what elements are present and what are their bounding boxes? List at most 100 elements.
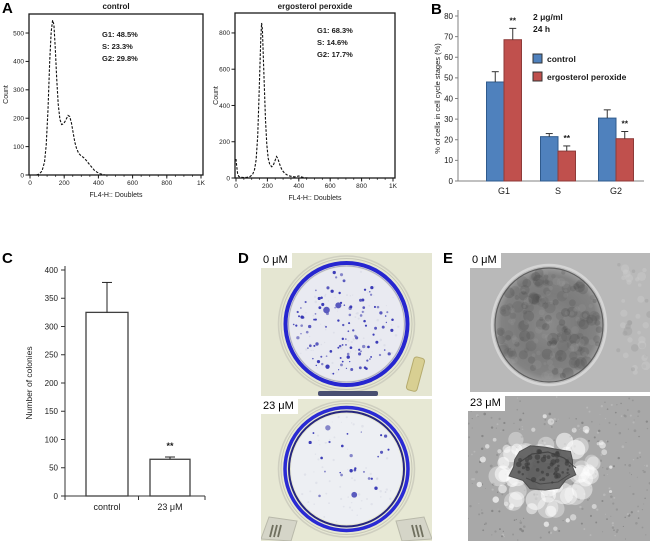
stain-ring <box>288 410 405 528</box>
y-axis: 0 100 200 300 400 500 <box>13 30 29 179</box>
spheroid-photo-23um-graphic <box>468 396 650 541</box>
x-tick-label: 800 <box>356 183 367 190</box>
x-tick-label: 600 <box>325 183 336 190</box>
spheroid-texture <box>496 268 603 380</box>
chart-title: ergosterol peroxide <box>278 2 353 11</box>
gate-percentage: S: 23.3% <box>102 42 133 51</box>
y-tick-label: 60 <box>444 53 453 62</box>
stain-ring <box>283 405 410 533</box>
core-wisp <box>519 451 577 469</box>
y-axis-label: Count <box>3 85 10 104</box>
stain-ring <box>283 261 410 387</box>
bar-0 <box>85 311 129 497</box>
concentration-label-d0: 0 μM <box>261 253 292 268</box>
significance-mark: ** <box>509 15 516 25</box>
dish-rim <box>277 400 416 538</box>
x-tick-label: 0 <box>28 180 32 187</box>
gate-percentage: G1: 68.3% <box>317 26 353 35</box>
y-tick-label: 150 <box>45 407 59 416</box>
category-label: 23 μM <box>157 502 182 512</box>
y-tick-label: 30 <box>444 115 453 124</box>
y-axis: 0 200 400 600 800 <box>219 30 235 182</box>
y-tick-label: 200 <box>13 116 24 123</box>
y-tick-label: 800 <box>219 30 230 37</box>
plot-frame <box>234 12 396 179</box>
y-tick-label: 50 <box>49 464 58 473</box>
background-mottle <box>616 263 650 375</box>
stain-ring <box>288 265 405 383</box>
x-axis-label: FL4-H:: Doublets <box>289 195 342 202</box>
legend-label: ergosterol peroxide <box>547 72 627 82</box>
bar-ergosterol-peroxide <box>615 138 634 182</box>
panel-label-d: D <box>238 250 249 267</box>
plate-photo-0um-graphic <box>261 253 432 396</box>
y-tick-label: 0 <box>449 177 454 186</box>
y-axis-label: % of cells in cell cycle stages (%) <box>433 43 442 154</box>
x-tick-label: 200 <box>262 183 273 190</box>
colony-plate-photo-23um: 23 μM <box>261 399 432 541</box>
y-axis-label: Number of colonies <box>24 346 34 419</box>
plate-holder-tabs <box>261 516 432 541</box>
x-tick-label: 400 <box>93 180 104 187</box>
y-tick-label: 20 <box>444 136 453 145</box>
background-speckle <box>468 396 650 541</box>
flow-histogram-control: 0 200 400 600 800 1K 0 100 200 300 400 500 control G1… <box>3 2 206 199</box>
bar-control <box>598 117 617 182</box>
concentration-label-e23: 23 μM <box>468 396 505 411</box>
spheroid-halo <box>490 263 608 387</box>
category-label: G1 <box>498 186 510 196</box>
spheroid-body <box>494 267 604 383</box>
flow-histogram-ergosterol-peroxide: 0 200 400 600 800 1K 0 200 400 600 800 ergosterol p… <box>213 2 398 202</box>
y-tick-label: 70 <box>444 32 453 41</box>
y-tick-label: 0 <box>20 172 24 179</box>
legend: control ergosterol peroxide <box>532 53 627 82</box>
dish-interior <box>289 267 404 381</box>
y-tick-label: 10 <box>444 156 453 165</box>
gate-percentage: G2: 29.8% <box>102 54 138 63</box>
bar-control <box>540 136 559 182</box>
y-tick-label: 100 <box>13 144 24 151</box>
concentration-label-d23: 23 μM <box>261 399 298 414</box>
x-axis: 0 200 400 600 800 1K <box>28 175 206 187</box>
gate-percentage: G2: 17.7% <box>317 50 353 59</box>
x-tick-label: 1K <box>389 183 398 190</box>
y-tick-label: 250 <box>45 351 59 360</box>
x-axis: 0 200 400 600 800 1K <box>234 178 398 190</box>
bar-control <box>486 81 505 182</box>
bar-ergosterol-peroxide <box>503 39 522 182</box>
y-tick-label: 40 <box>444 94 453 103</box>
x-tick-label: 0 <box>234 183 238 190</box>
plate-bottom-shadow <box>318 391 378 396</box>
y-tick-label: 100 <box>45 435 59 444</box>
panel-label-e: E <box>443 250 454 267</box>
y-axis: 0 50 100 150 200 250 300 350 400 <box>45 266 65 501</box>
colony-count-bar-chart: 0 50 100 150 200 250 300 350 400 control ** 23 μM Nu… <box>24 266 206 512</box>
y-tick-label: 50 <box>444 74 453 83</box>
category-label: G2 <box>610 186 622 196</box>
x-tick-label: 600 <box>127 180 138 187</box>
y-tick-label: 300 <box>45 322 59 331</box>
y-tick-label: 400 <box>45 266 59 275</box>
y-tick-label: 400 <box>13 59 24 66</box>
significance-mark: ** <box>621 119 628 129</box>
significance-mark: ** <box>563 133 570 143</box>
plate-photo-23um-graphic <box>261 399 432 541</box>
x-tick-label: 400 <box>293 183 304 190</box>
bar-ergosterol-peroxide <box>557 150 576 182</box>
x-tick-label: 800 <box>161 180 172 187</box>
y-tick-label: 80 <box>444 12 453 21</box>
category-label: S <box>555 186 561 196</box>
gate-percentage: S: 14.6% <box>317 38 348 47</box>
y-tick-label: 200 <box>219 139 230 146</box>
category-label: control <box>93 502 120 512</box>
legend-swatch <box>532 53 543 64</box>
y-tick-label: 0 <box>54 492 59 501</box>
treatment-note: 24 h <box>533 24 550 34</box>
histogram-curve <box>36 20 106 176</box>
treatment-note: 2 μg/ml <box>533 12 563 22</box>
significance-mark: ** <box>166 441 174 451</box>
core-wisp <box>525 473 571 485</box>
y-tick-label: 400 <box>219 103 230 110</box>
y-tick-label: 600 <box>219 67 230 74</box>
